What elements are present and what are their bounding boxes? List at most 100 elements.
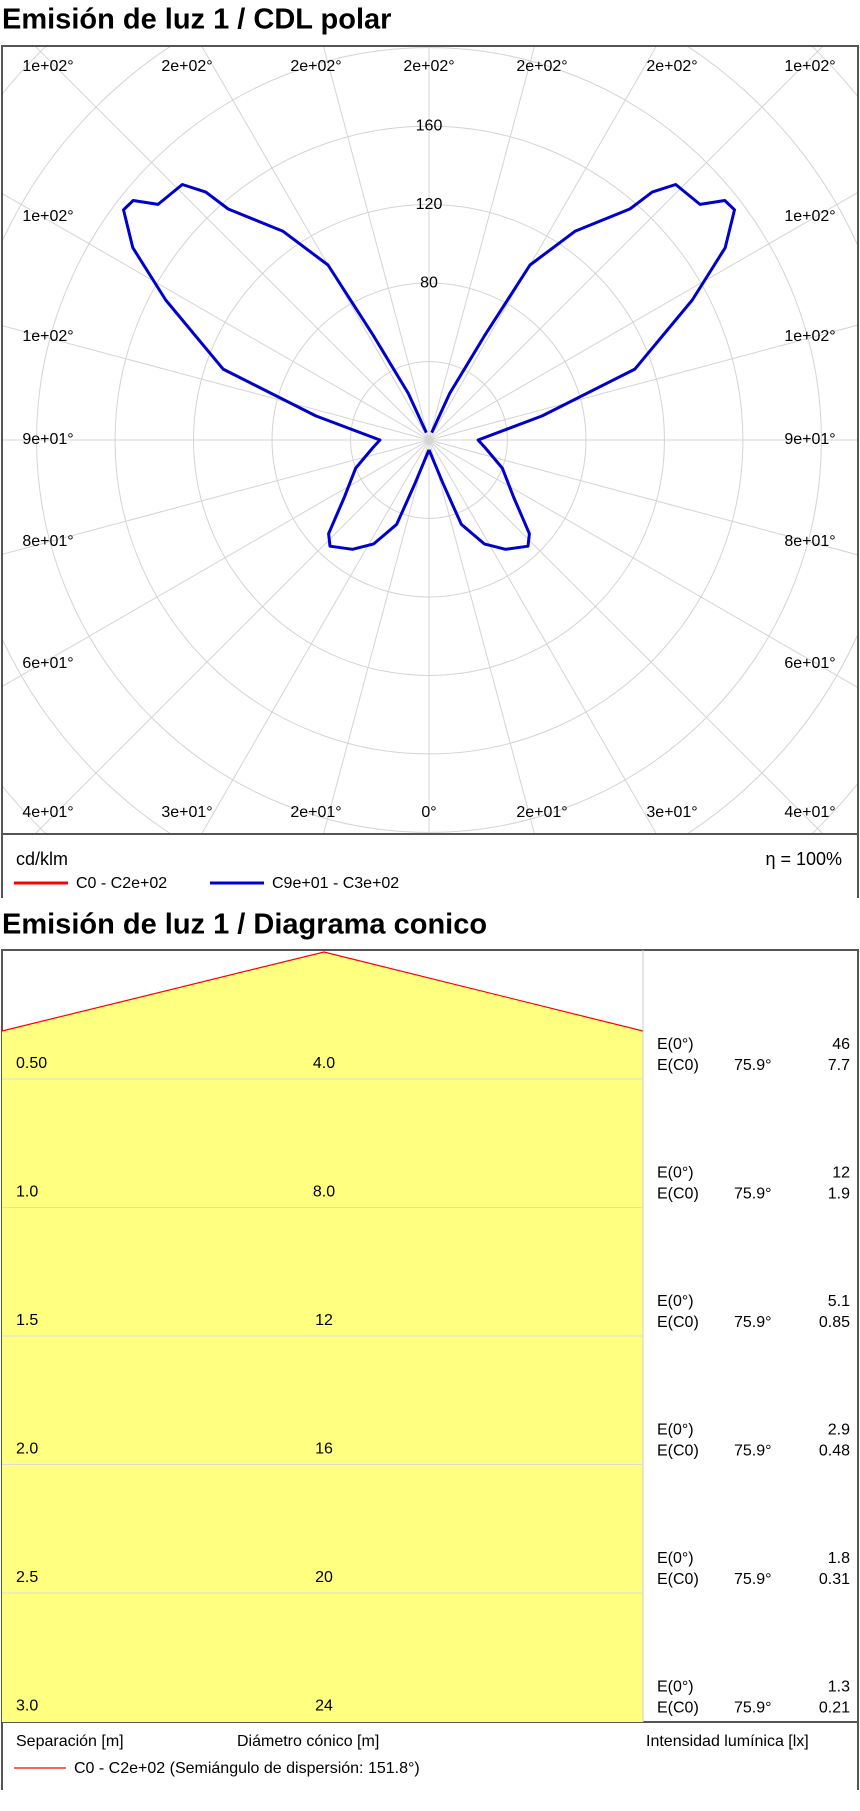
angle-label: 8e+01° xyxy=(784,533,835,550)
angle: 75.9° xyxy=(734,1314,772,1331)
legend-label: C0 - C2e+02 xyxy=(76,875,167,892)
angle: 75.9° xyxy=(734,1057,772,1074)
efficiency: η = 100% xyxy=(765,849,842,869)
radial-line xyxy=(428,439,657,833)
angle-label: 2e+01° xyxy=(290,804,341,821)
ec0-label: E(C0) xyxy=(657,1571,699,1588)
distance: 0.50 xyxy=(16,1055,47,1072)
e0-label: E(0°) xyxy=(657,1293,694,1310)
ec0-label: E(C0) xyxy=(657,1314,699,1331)
unit-label: cd/klm xyxy=(16,849,68,869)
angle-label: 1e+02° xyxy=(22,208,73,225)
radial-line xyxy=(35,439,430,833)
angle-label: 1e+02° xyxy=(784,208,835,225)
grid-circle xyxy=(350,361,508,519)
angle-label: 2e+02° xyxy=(646,58,697,75)
angle-label: 1e+02° xyxy=(22,328,73,345)
curve xyxy=(122,183,431,551)
angle-label: 2e+02° xyxy=(403,58,454,75)
radial-line xyxy=(428,192,857,441)
diameter: 16 xyxy=(315,1441,333,1458)
radial-line xyxy=(3,439,430,687)
r-tick-label: 160 xyxy=(416,117,443,134)
ec0-value: 0.85 xyxy=(819,1314,850,1331)
e0-value: 5.1 xyxy=(828,1293,850,1310)
angle-label: 0° xyxy=(421,804,436,821)
e0-value: 1.3 xyxy=(828,1679,850,1696)
cone-edge xyxy=(1,951,644,1032)
ec0-value: 1.9 xyxy=(828,1186,850,1203)
radial-line xyxy=(428,439,535,833)
angle-label: 2e+01° xyxy=(516,804,567,821)
ec0-label: E(C0) xyxy=(657,1057,699,1074)
r-tick-label: 80 xyxy=(420,274,438,291)
angle: 75.9° xyxy=(734,1186,772,1203)
polar-labels: 80 120 160 1e+02° 2e+02° 2e+02° 2e+02° 2e+02° 2e… xyxy=(22,58,835,821)
angle-label: 3e+01° xyxy=(646,804,697,821)
distance: 1.5 xyxy=(16,1312,38,1329)
e0-label: E(0°) xyxy=(657,1679,694,1696)
angle-label: 3e+01° xyxy=(161,804,212,821)
radial-line xyxy=(428,439,857,556)
distance: 2.5 xyxy=(16,1569,38,1586)
ec0-value: 0.31 xyxy=(819,1571,850,1588)
angle-label: 6e+01° xyxy=(22,655,73,672)
radial-line xyxy=(323,439,430,833)
legend-label: C9e+01 - C3e+02 xyxy=(272,875,399,892)
radial-line xyxy=(428,47,535,441)
radial-line xyxy=(3,325,430,441)
grid-circle xyxy=(36,47,822,833)
grid-circle xyxy=(271,282,587,598)
ec0-label: E(C0) xyxy=(657,1186,699,1203)
distance: 3.0 xyxy=(16,1698,38,1715)
radial-line xyxy=(3,439,430,555)
footer-diameter: Diámetro cónico [m] xyxy=(237,1733,379,1750)
radial-line xyxy=(323,47,430,441)
angle-label: 1e+02° xyxy=(22,58,73,75)
e0-label: E(0°) xyxy=(657,1036,694,1053)
radial-line xyxy=(201,439,430,833)
angle-label: 1e+02° xyxy=(784,58,835,75)
angle: 75.9° xyxy=(734,1700,772,1717)
radial-line xyxy=(428,324,857,441)
e0-value: 2.9 xyxy=(828,1422,850,1439)
radial-line xyxy=(428,439,823,833)
polar-title: Emisión de luz 1 / CDL polar xyxy=(2,4,391,36)
radial-line xyxy=(428,439,857,688)
ec0-value: 0.48 xyxy=(819,1443,850,1460)
cone-fill xyxy=(2,952,643,1722)
ec0-value: 7.7 xyxy=(828,1057,850,1074)
angle-label: 2e+02° xyxy=(290,58,341,75)
radial-line xyxy=(428,47,823,441)
e0-label: E(0°) xyxy=(657,1550,694,1567)
ec0-label: E(C0) xyxy=(657,1700,699,1717)
footer-distance: Separación [m] xyxy=(16,1733,124,1750)
cone-rows: 0.50 4.0 E(0°) 46 E(C0) 75.9° 7.7 1.0 8.0 E(0°) 12… xyxy=(2,1036,850,1717)
diameter: 24 xyxy=(315,1698,333,1715)
polar-plot xyxy=(122,183,736,551)
angle-label: 4e+01° xyxy=(22,804,73,821)
curve xyxy=(427,183,736,551)
radial-line xyxy=(3,193,430,441)
diameter: 8.0 xyxy=(313,1184,335,1201)
angle-label: 1e+02° xyxy=(784,328,835,345)
angle-label: 2e+02° xyxy=(161,58,212,75)
angle-label: 2e+02° xyxy=(516,58,567,75)
e0-label: E(0°) xyxy=(657,1422,694,1439)
grid-circle xyxy=(193,204,665,676)
legend: C0 - C2e+02 C9e+01 - C3e+02 xyxy=(14,875,399,892)
angle: 75.9° xyxy=(734,1443,772,1460)
r-tick-label: 120 xyxy=(416,196,443,213)
diameter: 12 xyxy=(315,1312,333,1329)
angle-label: 9e+01° xyxy=(784,431,835,448)
e0-value: 12 xyxy=(832,1165,850,1182)
e0-label: E(0°) xyxy=(657,1165,694,1182)
e0-value: 1.8 xyxy=(828,1550,850,1567)
ec0-value: 0.21 xyxy=(819,1700,850,1717)
grid-circle xyxy=(114,125,744,755)
radial-line xyxy=(35,47,430,441)
distance: 1.0 xyxy=(16,1184,38,1201)
angle-label: 4e+01° xyxy=(784,804,835,821)
diameter: 4.0 xyxy=(313,1055,335,1072)
